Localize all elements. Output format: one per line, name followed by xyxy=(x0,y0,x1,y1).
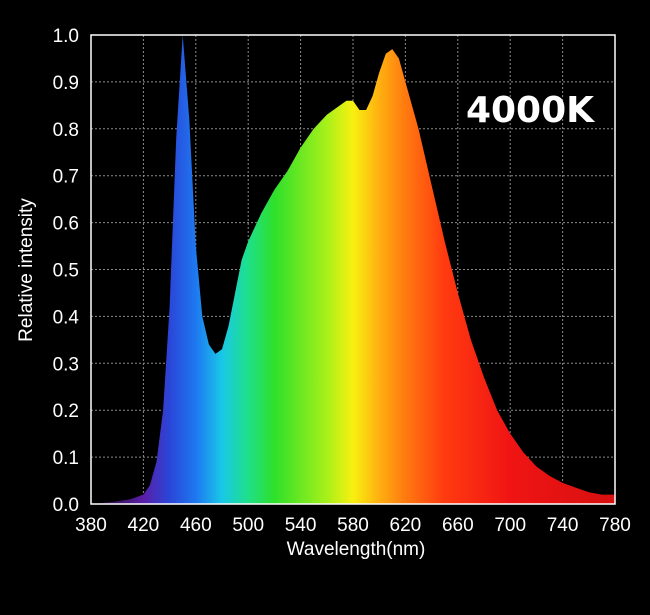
series-area-group xyxy=(91,35,615,504)
y-tick-label: 0.4 xyxy=(53,307,80,328)
x-tick-label: 500 xyxy=(232,515,264,536)
x-tick-label: 660 xyxy=(442,515,474,536)
y-tick-label: 0.0 xyxy=(53,495,79,516)
x-tick-label: 420 xyxy=(128,515,160,536)
cct-badge: 4000K xyxy=(466,90,595,131)
x-tick-label: 380 xyxy=(75,515,107,536)
x-tick-label: 740 xyxy=(547,515,579,536)
y-tick-label: 0.8 xyxy=(53,120,79,141)
x-tick-label: 460 xyxy=(180,515,212,536)
y-tick-label: 0.5 xyxy=(53,261,79,282)
x-tick-label: 780 xyxy=(599,515,631,536)
x-tick-label: 580 xyxy=(337,515,369,536)
y-tick-label: 0.7 xyxy=(53,167,79,188)
x-tick-labels: 380 420 460 500 540 580 620 660 700 740 780 xyxy=(75,515,631,536)
y-tick-label: 0.6 xyxy=(53,214,79,235)
y-tick-label: 1.0 xyxy=(53,26,79,47)
x-tick-label: 620 xyxy=(390,515,422,536)
y-tick-label: 0.3 xyxy=(53,354,79,375)
x-axis-label: Wavelength(nm) xyxy=(287,539,426,560)
x-tick-label: 540 xyxy=(285,515,317,536)
y-tick-label: 0.1 xyxy=(53,448,79,469)
y-tick-labels: 0.0 0.1 0.2 0.3 0.4 0.5 0.6 0.7 0.8 0.9 1.0 xyxy=(53,26,80,516)
plot-frame xyxy=(90,34,616,505)
y-tick-label: 0.9 xyxy=(53,73,79,94)
y-axis-label: Relative intensity xyxy=(16,198,37,342)
plot-border xyxy=(90,34,616,505)
x-tick-label: 700 xyxy=(494,515,526,536)
spectrum-area xyxy=(91,35,615,504)
y-tick-label: 0.2 xyxy=(53,401,79,422)
